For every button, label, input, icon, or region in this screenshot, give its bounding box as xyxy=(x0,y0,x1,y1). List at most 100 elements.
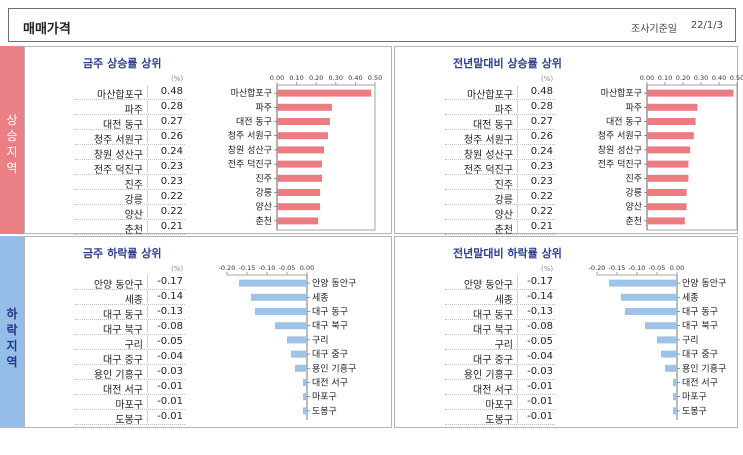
change-value: -0.04 xyxy=(527,351,553,362)
cell-divider xyxy=(147,190,148,203)
table-row: 대전 동구 0.27 xyxy=(445,115,555,131)
table-row: 창원 성산구 0.24 xyxy=(445,145,555,161)
cell-divider xyxy=(147,205,148,218)
cell-divider xyxy=(147,350,148,363)
change-value: 0.48 xyxy=(160,86,183,97)
x-tick-label: 0.30 xyxy=(694,74,708,82)
cell-divider xyxy=(147,85,148,98)
category-label: 용인 기흥구 xyxy=(312,362,356,374)
region-name: 양산 xyxy=(494,210,513,221)
change-value: -0.13 xyxy=(527,306,553,317)
region-name: 대전 서구 xyxy=(103,385,143,396)
change-value: -0.03 xyxy=(157,366,183,377)
cell-divider xyxy=(517,190,518,203)
cell-divider xyxy=(147,380,148,393)
bar xyxy=(661,350,677,358)
table-row: 전주 덕진구 0.23 xyxy=(445,160,555,176)
region-name: 창원 성산구 xyxy=(463,150,513,161)
cell-divider xyxy=(517,100,518,113)
table-row: 파주 0.28 xyxy=(445,100,555,116)
cell-divider xyxy=(517,275,518,288)
cell-divider xyxy=(517,85,518,98)
bar xyxy=(277,118,330,125)
cell-divider xyxy=(517,365,518,378)
change-value: -0.13 xyxy=(157,306,183,317)
region-name: 대구 동구 xyxy=(473,310,513,321)
table-row: 진주 0.23 xyxy=(75,175,185,191)
table-row: 진주 0.23 xyxy=(445,175,555,191)
table-row: 파주 0.28 xyxy=(75,100,185,116)
x-tick-label: 0.20 xyxy=(309,74,323,82)
change-value: 0.27 xyxy=(530,116,553,127)
cell-divider xyxy=(147,410,148,423)
table-row: 강릉 0.22 xyxy=(445,190,555,206)
table-row: 용인 기흥구 -0.03 xyxy=(445,365,555,381)
change-value: 0.23 xyxy=(530,176,553,187)
x-tick-label: 0.10 xyxy=(289,74,303,82)
unit-label: (%) xyxy=(541,75,554,83)
category-label: 용인 기흥구 xyxy=(682,362,726,374)
panel-title: 전년말대비 상승률 상위 xyxy=(453,57,562,70)
category-label: 강릉 xyxy=(625,188,642,199)
x-tick-label: 0.00 xyxy=(640,74,654,82)
change-value: -0.01 xyxy=(527,381,553,392)
region-name: 안양 동안구 xyxy=(463,280,513,291)
bar xyxy=(647,89,734,97)
bar xyxy=(647,103,698,111)
category-label: 창원 성산구 xyxy=(228,145,272,156)
panel-title: 금주 하락률 상위 xyxy=(83,247,162,260)
table-row: 양산 0.22 xyxy=(75,205,185,221)
bar xyxy=(625,308,677,315)
region-name: 청주 서원구 xyxy=(463,135,513,146)
region-name: 춘천 xyxy=(494,225,513,236)
change-value: -0.17 xyxy=(157,276,183,287)
cell-divider xyxy=(517,175,518,188)
category-label: 마산합포구 xyxy=(601,88,642,99)
table-row: 대구 북구 -0.08 xyxy=(75,320,185,336)
region-name: 마산합포구 xyxy=(467,90,513,101)
bar xyxy=(277,103,332,111)
category-label: 대전 서구 xyxy=(312,378,348,389)
bar xyxy=(291,350,307,358)
bar xyxy=(645,322,677,330)
date-label: 조사기준일 xyxy=(631,24,677,35)
x-tick-label: 0.40 xyxy=(348,74,362,82)
cell-divider xyxy=(517,115,518,128)
bar xyxy=(255,308,307,315)
table-row: 전주 덕진구 0.23 xyxy=(75,160,185,176)
region-name: 마산합포구 xyxy=(97,90,143,101)
bar xyxy=(647,146,691,154)
bar xyxy=(647,217,685,225)
category-label: 세종 xyxy=(312,292,329,303)
change-value: -0.04 xyxy=(157,351,183,362)
table-row: 대구 중구 -0.04 xyxy=(75,350,185,366)
change-value: 0.22 xyxy=(160,206,183,217)
cell-divider xyxy=(517,335,518,348)
panel-title: 금주 상승률 상위 xyxy=(83,57,162,70)
change-value: 0.23 xyxy=(530,161,553,172)
cell-divider xyxy=(147,145,148,158)
x-tick-label: 0.50 xyxy=(368,74,382,82)
region-name: 진주 xyxy=(494,180,513,191)
category-label: 세종 xyxy=(682,292,699,303)
region-name: 강릉 xyxy=(494,195,513,206)
rank-table: 안양 동안구 -0.17 세종 -0.14 대구 동구 -0.13 대구 북구 -0.08 구리… xyxy=(75,275,185,426)
bar xyxy=(609,279,677,287)
x-tick-label: -0.15 xyxy=(609,264,626,272)
change-value: 0.26 xyxy=(160,131,183,142)
table-row: 청주 서원구 0.26 xyxy=(75,130,185,146)
category-label: 파주 xyxy=(255,102,272,113)
category-label: 구리 xyxy=(312,335,329,346)
bar xyxy=(647,160,689,168)
x-tick-label: -0.05 xyxy=(279,264,296,272)
region-name: 파주 xyxy=(124,105,143,116)
change-value: -0.01 xyxy=(527,411,553,422)
x-tick-label: 0.50 xyxy=(730,74,743,82)
x-tick-label: -0.15 xyxy=(239,264,256,272)
cell-divider xyxy=(147,395,148,408)
cell-divider xyxy=(147,320,148,333)
category-label: 안양 동안구 xyxy=(682,278,726,289)
